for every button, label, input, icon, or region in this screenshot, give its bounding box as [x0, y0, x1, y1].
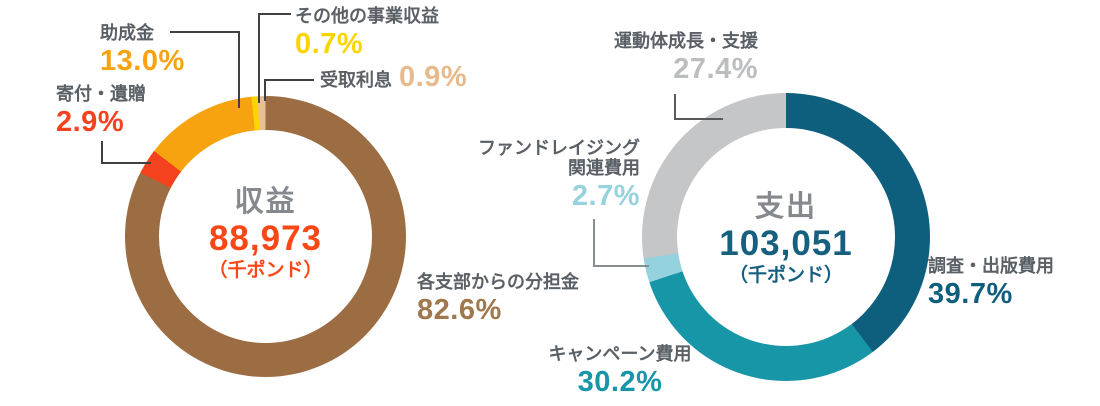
fundraising-percent: 2.7% — [571, 180, 640, 212]
revenue-total-value: 88,973 — [208, 219, 323, 258]
leader-line-movement-growth-h — [674, 118, 723, 120]
leader-line-other-income-v — [258, 13, 260, 103]
leader-line-donations-h — [101, 162, 151, 164]
leader-line-fundraising-h — [593, 265, 649, 267]
movement-growth-percent: 27.4% — [673, 53, 758, 85]
leader-line-grants-v — [238, 31, 240, 108]
expense-total-value: 103,051 — [719, 224, 853, 263]
leader-line-movement-growth-v — [674, 94, 676, 120]
grants-label: 助成金 — [100, 23, 154, 43]
callout-donations: 寄付・遺贈 2.9% — [56, 84, 146, 137]
interest-percent: 0.9% — [399, 61, 468, 93]
callout-campaign: キャンペーン費用 30.2% — [545, 344, 695, 397]
callout-branch-contributions: 各支部からの分担金 82.6% — [417, 272, 579, 325]
expense-total-unit: （千ポンド） — [728, 265, 843, 286]
branch-contributions-label: 各支部からの分担金 — [417, 272, 579, 292]
donations-percent: 2.9% — [56, 106, 125, 138]
branch-contributions-percent: 82.6% — [417, 294, 502, 326]
expense-donut-ring — [642, 93, 930, 381]
donations-label: 寄付・遺贈 — [56, 84, 146, 104]
revenue-title: 収益 — [234, 186, 297, 218]
research-publication-percent: 39.7% — [928, 278, 1013, 310]
movement-growth-label: 運動体成長・支援 — [614, 31, 758, 51]
expense-title: 支出 — [754, 191, 817, 223]
leader-line-other-income-h — [258, 13, 291, 15]
callout-research-publication: 調査・出版費用 39.7% — [928, 256, 1054, 309]
leader-line-interest-h — [264, 79, 314, 81]
callout-fundraising: ファンドレイジング 関連費用 2.7% — [478, 138, 640, 211]
leader-line-grants-h — [170, 31, 240, 33]
leader-line-interest-v — [264, 79, 266, 101]
leader-line-fundraising-v — [593, 219, 595, 267]
fundraising-label-line1: ファンドレイジング — [478, 138, 640, 158]
callout-other-income: その他の事業収益 0.7% — [295, 6, 439, 59]
revenue-donut-hole — [159, 130, 372, 343]
interest-label: 受取利息 — [320, 70, 392, 90]
other-income-label: その他の事業収益 — [295, 6, 439, 26]
leader-line-donations-v — [101, 141, 103, 164]
grants-percent: 13.0% — [100, 45, 185, 77]
revenue-center-block: 収益 88,973 （千ポンド） — [125, 187, 406, 281]
revenue-donut-ring — [125, 96, 406, 377]
callout-movement-growth: 運動体成長・支援 27.4% — [614, 31, 758, 84]
other-income-percent: 0.7% — [295, 28, 364, 60]
campaign-percent: 30.2% — [577, 366, 663, 398]
campaign-label: キャンペーン費用 — [548, 344, 692, 364]
fundraising-label-line2: 関連費用 — [568, 158, 640, 178]
research-publication-label: 調査・出版費用 — [928, 256, 1054, 276]
callout-interest: 受取利息 0.9% — [320, 62, 467, 92]
revenue-total-unit: （千ポンド） — [208, 260, 323, 281]
expense-donut-hole — [677, 128, 895, 346]
expense-center-block: 支出 103,051 （千ポンド） — [642, 192, 930, 286]
callout-grants: 助成金 13.0% — [100, 23, 185, 76]
